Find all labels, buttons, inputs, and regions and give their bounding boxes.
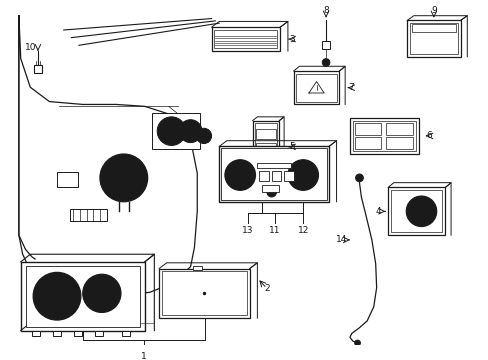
- Bar: [57, 172, 78, 188]
- Circle shape: [355, 174, 363, 182]
- Text: 11: 11: [268, 226, 280, 235]
- Text: 14: 14: [335, 235, 346, 244]
- Circle shape: [89, 281, 114, 306]
- Bar: [386, 122, 412, 135]
- Circle shape: [406, 196, 436, 226]
- Circle shape: [196, 128, 211, 144]
- Bar: [256, 156, 275, 166]
- Text: 1: 1: [141, 352, 146, 360]
- Bar: [322, 41, 329, 49]
- Bar: [256, 129, 275, 139]
- Bar: [70, 210, 106, 221]
- Bar: [262, 185, 279, 192]
- Text: 8: 8: [323, 6, 328, 15]
- Text: 9: 9: [430, 6, 436, 15]
- Bar: [354, 137, 381, 149]
- Bar: [257, 163, 290, 168]
- Bar: [221, 148, 326, 200]
- Bar: [411, 24, 455, 32]
- Bar: [192, 266, 202, 270]
- Bar: [20, 262, 144, 330]
- Circle shape: [100, 154, 147, 202]
- Text: 2: 2: [264, 284, 269, 293]
- Text: 4: 4: [375, 207, 381, 216]
- Circle shape: [114, 168, 133, 188]
- Bar: [259, 171, 268, 181]
- Bar: [122, 330, 129, 336]
- Circle shape: [266, 188, 276, 197]
- Bar: [211, 27, 280, 51]
- Text: 5: 5: [288, 143, 294, 152]
- Circle shape: [179, 120, 202, 143]
- Circle shape: [82, 274, 121, 312]
- Bar: [409, 23, 457, 54]
- Bar: [53, 330, 61, 336]
- Bar: [162, 271, 246, 315]
- Bar: [354, 122, 381, 135]
- Circle shape: [411, 202, 430, 221]
- Text: 7: 7: [347, 83, 353, 92]
- Text: 13: 13: [242, 226, 253, 235]
- Bar: [271, 171, 281, 181]
- Bar: [74, 330, 81, 336]
- Bar: [256, 143, 275, 152]
- Bar: [296, 74, 336, 102]
- Bar: [152, 113, 200, 149]
- Circle shape: [157, 117, 185, 145]
- Bar: [284, 171, 293, 181]
- Circle shape: [354, 340, 360, 346]
- Text: 12: 12: [297, 226, 308, 235]
- Circle shape: [33, 273, 81, 320]
- Circle shape: [322, 59, 329, 66]
- Bar: [293, 71, 339, 104]
- Bar: [214, 30, 277, 48]
- Bar: [407, 21, 460, 57]
- Text: 6: 6: [426, 131, 431, 140]
- Bar: [95, 330, 102, 336]
- Bar: [252, 121, 279, 173]
- Bar: [387, 188, 445, 235]
- Bar: [34, 65, 41, 73]
- Bar: [32, 330, 40, 336]
- Bar: [352, 121, 415, 151]
- Circle shape: [231, 166, 248, 184]
- Circle shape: [40, 279, 74, 314]
- Bar: [349, 118, 418, 154]
- Bar: [254, 122, 277, 171]
- Circle shape: [294, 166, 311, 184]
- Circle shape: [224, 160, 255, 190]
- Bar: [390, 190, 442, 232]
- Text: 3: 3: [288, 35, 294, 44]
- Bar: [386, 137, 412, 149]
- Bar: [159, 269, 249, 318]
- Circle shape: [287, 160, 318, 190]
- Bar: [25, 266, 140, 327]
- Text: 10: 10: [24, 43, 36, 52]
- Bar: [219, 147, 328, 202]
